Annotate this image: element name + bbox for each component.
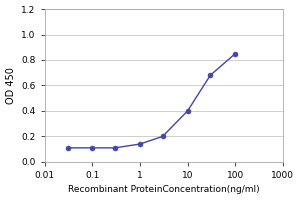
X-axis label: Recombinant ProteinConcentration(ng/ml): Recombinant ProteinConcentration(ng/ml) <box>68 185 260 194</box>
Y-axis label: OD 450: OD 450 <box>6 67 16 104</box>
